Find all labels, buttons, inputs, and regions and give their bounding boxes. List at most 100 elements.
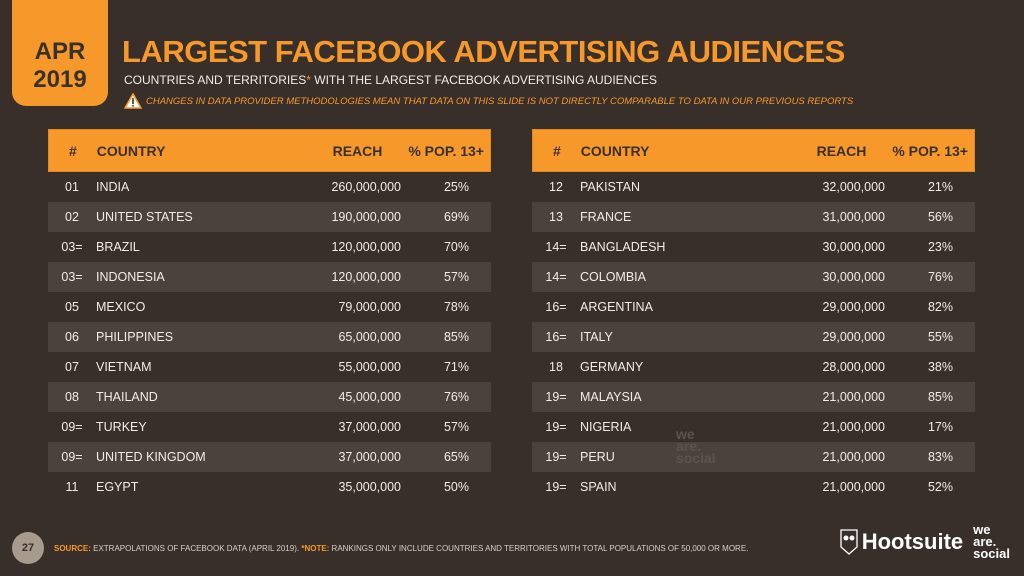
logo-are: are. — [973, 534, 997, 549]
cell-pct-pop: 85% — [443, 330, 469, 344]
source-label: SOURCE: — [54, 543, 91, 553]
table-row: 01 INDIA 260,000,000 25% — [48, 172, 491, 202]
cell-reach: 21,000,000 — [822, 390, 885, 404]
header-rank: # — [68, 142, 77, 159]
cell-rank: 16= — [545, 300, 567, 314]
cell-pct-pop: 21% — [927, 180, 953, 194]
header-rank: # — [552, 142, 561, 159]
footer: 27 SOURCE: EXTRAPOLATIONS OF FACEBOOK DA… — [12, 532, 748, 564]
table-row: 19= NIGERIA 21,000,000 17% — [532, 412, 975, 442]
cell-pct-pop: 71% — [443, 360, 469, 374]
table-row: 16= ITALY 29,000,000 55% — [532, 322, 975, 352]
cell-rank: 06 — [65, 330, 79, 344]
cell-rank: 16= — [545, 330, 567, 344]
page-subtitle: COUNTRIES AND TERRITORIES* WITH THE LARG… — [124, 73, 657, 87]
cell-pct-pop: 52% — [927, 480, 953, 494]
hootsuite-wordmark: Hootsuite — [861, 529, 964, 554]
cell-country: THAILAND — [96, 390, 158, 404]
cell-country: FRANCE — [580, 210, 632, 224]
cell-country: INDIA — [96, 180, 130, 194]
cell-country: ITALY — [580, 330, 613, 344]
rankings-table-right: # COUNTRY REACH % POP. 13+ 12 PAKISTAN 32,000,… — [532, 129, 975, 502]
cell-rank: 12 — [549, 180, 563, 194]
cell-rank: 08 — [65, 390, 79, 404]
cell-rank: 14= — [545, 240, 567, 254]
source-note: SOURCE: EXTRAPOLATIONS OF FACEBOOK DATA … — [54, 544, 748, 553]
table-row: 09= UNITED KINGDOM 37,000,000 65% — [48, 442, 491, 472]
cell-country: MEXICO — [96, 300, 146, 314]
we-are-social-logo: we are. social — [973, 522, 1010, 561]
cell-country: ARGENTINA — [580, 300, 653, 314]
table-row: 14= COLOMBIA 30,000,000 76% — [532, 262, 975, 292]
logo-social: social — [973, 546, 1010, 561]
table-header: # COUNTRY REACH % POP. 13+ — [532, 129, 975, 172]
source-text: EXTRAPOLATIONS OF FACEBOOK DATA (APRIL 2… — [90, 543, 302, 553]
date-badge: APR 2019 — [12, 0, 108, 106]
table-row: 02 UNITED STATES 190,000,000 69% — [48, 202, 491, 232]
cell-reach: 190,000,000 — [331, 210, 401, 224]
cell-country: NIGERIA — [580, 420, 632, 434]
cell-country: VIETNAM — [96, 360, 152, 374]
note-text: RANKINGS ONLY INCLUDE COUNTRIES AND TERR… — [329, 543, 749, 553]
subtitle-asterisk: * — [306, 73, 311, 87]
cell-reach: 37,000,000 — [338, 420, 401, 434]
cell-pct-pop: 17% — [927, 420, 953, 434]
cell-pct-pop: 76% — [443, 390, 469, 404]
table-header: # COUNTRY REACH % POP. 13+ — [48, 129, 491, 172]
table-row: 09= TURKEY 37,000,000 57% — [48, 412, 491, 442]
cell-rank: 02 — [65, 210, 79, 224]
cell-reach: 21,000,000 — [822, 450, 885, 464]
table-row: 08 THAILAND 45,000,000 76% — [48, 382, 491, 412]
cell-country: EGYPT — [96, 480, 139, 494]
table-row: 03= BRAZIL 120,000,000 70% — [48, 232, 491, 262]
cell-reach: 29,000,000 — [822, 330, 885, 344]
cell-reach: 55,000,000 — [338, 360, 401, 374]
hootsuite-logo: Hootsuite — [840, 529, 963, 555]
cell-rank: 19= — [545, 390, 567, 404]
table-row: 19= SPAIN 21,000,000 52% — [532, 472, 975, 502]
cell-rank: 09= — [61, 420, 83, 434]
cell-country: SPAIN — [580, 480, 617, 494]
cell-pct-pop: 57% — [443, 270, 469, 284]
cell-reach: 30,000,000 — [822, 270, 885, 284]
date-year: 2019 — [33, 66, 87, 93]
table-row: 19= MALAYSIA 21,000,000 85% — [532, 382, 975, 412]
cell-pct-pop: 38% — [927, 360, 953, 374]
subtitle-text: COUNTRIES AND TERRITORIES — [124, 73, 307, 87]
cell-reach: 260,000,000 — [331, 180, 401, 194]
cell-reach: 120,000,000 — [331, 270, 401, 284]
cell-rank: 03= — [61, 240, 83, 254]
cell-rank: 19= — [545, 420, 567, 434]
table-row: 19= PERU 21,000,000 83% — [532, 442, 975, 472]
cell-reach: 37,000,000 — [338, 450, 401, 464]
cell-pct-pop: 78% — [443, 300, 469, 314]
header-reach: REACH — [332, 142, 383, 159]
warning-text: CHANGES IN DATA PROVIDER METHODOLOGIES M… — [146, 95, 854, 107]
header-country: COUNTRY — [96, 142, 166, 159]
cell-rank: 03= — [61, 270, 83, 284]
header-pct-pop: % POP. 13+ — [408, 142, 484, 159]
cell-rank: 09= — [61, 450, 83, 464]
cell-reach: 45,000,000 — [338, 390, 401, 404]
cell-country: UNITED STATES — [96, 210, 193, 224]
cell-rank: 05 — [65, 300, 79, 314]
logo-we: we — [973, 522, 991, 537]
cell-rank: 14= — [545, 270, 567, 284]
cell-reach: 35,000,000 — [338, 480, 401, 494]
cell-pct-pop: 76% — [927, 270, 953, 284]
cell-pct-pop: 69% — [443, 210, 469, 224]
table-row: 14= BANGLADESH 30,000,000 23% — [532, 232, 975, 262]
warning-icon — [124, 93, 142, 109]
cell-rank: 18 — [549, 360, 563, 374]
cell-reach: 21,000,000 — [822, 420, 885, 434]
cell-pct-pop: 83% — [927, 450, 953, 464]
subtitle-rest: WITH THE LARGEST FACEBOOK ADVERTISING AU… — [310, 73, 657, 87]
cell-reach: 79,000,000 — [338, 300, 401, 314]
cell-rank: 19= — [545, 450, 567, 464]
cell-reach: 28,000,000 — [822, 360, 885, 374]
cell-country: INDONESIA — [96, 270, 165, 284]
cell-pct-pop: 82% — [927, 300, 953, 314]
owl-icon — [840, 529, 858, 555]
cell-rank: 11 — [65, 480, 79, 494]
header-country: COUNTRY — [580, 142, 650, 159]
